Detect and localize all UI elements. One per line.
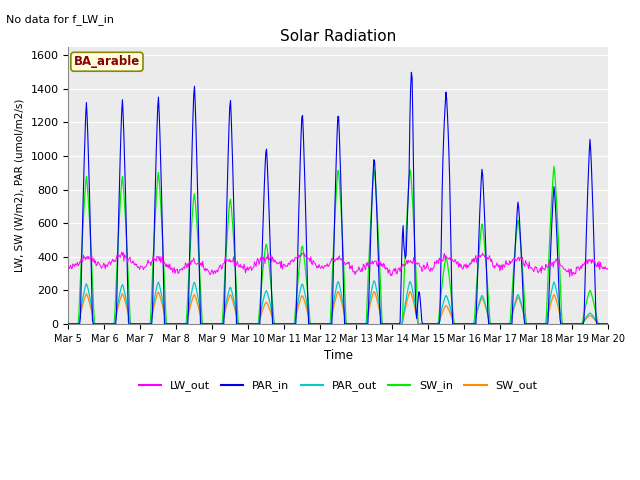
- Line: SW_out: SW_out: [68, 291, 608, 324]
- SW_in: [130, 321, 138, 327]
- Text: BA_arable: BA_arable: [74, 55, 140, 68]
- LW_out: [186, 260, 193, 265]
- Line: LW_out: LW_out: [68, 252, 608, 277]
- Title: Solar Radiation: Solar Radiation: [280, 29, 396, 44]
- Line: PAR_in: PAR_in: [68, 72, 608, 324]
- SW_in: [420, 321, 428, 327]
- PAR_in: [65, 321, 72, 327]
- SW_out: [406, 288, 413, 294]
- LW_out: [65, 264, 72, 270]
- PAR_out: [74, 321, 82, 327]
- PAR_in: [130, 321, 138, 327]
- SW_out: [74, 321, 82, 327]
- SW_out: [185, 312, 193, 317]
- PAR_out: [213, 321, 221, 327]
- SW_in: [213, 321, 221, 327]
- SW_in: [404, 200, 412, 206]
- LW_out: [404, 257, 412, 263]
- PAR_out: [130, 321, 138, 327]
- PAR_out: [420, 321, 428, 327]
- PAR_in: [408, 70, 415, 75]
- Y-axis label: LW, SW (W/m2), PAR (umol/m2/s): LW, SW (W/m2), PAR (umol/m2/s): [15, 99, 25, 272]
- SW_out: [420, 321, 428, 327]
- LW_out: [131, 262, 138, 268]
- SW_out: [213, 321, 221, 327]
- SW_out: [65, 321, 72, 327]
- SW_in: [604, 321, 612, 327]
- PAR_out: [65, 321, 72, 327]
- SW_out: [404, 296, 412, 301]
- SW_in: [185, 278, 193, 284]
- LW_out: [420, 263, 428, 268]
- SW_in: [74, 321, 82, 327]
- PAR_out: [185, 307, 193, 313]
- PAR_in: [420, 321, 428, 327]
- LW_out: [566, 274, 573, 280]
- PAR_in: [213, 321, 221, 327]
- PAR_out: [370, 278, 378, 284]
- Text: No data for f_LW_in: No data for f_LW_in: [6, 14, 115, 25]
- PAR_out: [604, 321, 612, 327]
- Line: PAR_out: PAR_out: [68, 281, 608, 324]
- Line: SW_in: SW_in: [68, 167, 608, 324]
- PAR_out: [404, 284, 412, 290]
- LW_out: [214, 269, 221, 275]
- SW_in: [65, 321, 72, 327]
- LW_out: [604, 266, 612, 272]
- PAR_in: [404, 209, 412, 215]
- SW_in: [550, 164, 558, 169]
- PAR_in: [185, 306, 193, 312]
- PAR_in: [604, 321, 612, 327]
- SW_out: [604, 321, 612, 327]
- PAR_in: [74, 321, 82, 327]
- LW_out: [118, 250, 125, 255]
- X-axis label: Time: Time: [324, 349, 353, 362]
- Legend: LW_out, PAR_in, PAR_out, SW_in, SW_out: LW_out, PAR_in, PAR_out, SW_in, SW_out: [134, 376, 542, 396]
- SW_out: [130, 321, 138, 327]
- LW_out: [74, 263, 82, 269]
